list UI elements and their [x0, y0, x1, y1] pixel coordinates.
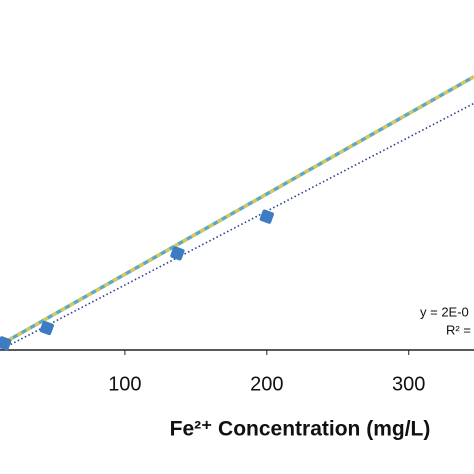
r-squared: R² = [446, 322, 471, 337]
data-point [0, 336, 12, 351]
x-tick-label: 100 [108, 373, 141, 395]
trend-line [0, 102, 474, 351]
fit-line-dash [0, 75, 474, 347]
data-point [259, 209, 274, 224]
x-axis-title: Fe²⁺ Concentration (mg/L) [170, 418, 431, 441]
data-point [170, 246, 185, 261]
data-point [39, 320, 54, 336]
x-tick-label: 200 [250, 373, 283, 395]
x-tick-label: 300 [392, 373, 425, 395]
equation: y = 2E-0 [420, 304, 469, 319]
